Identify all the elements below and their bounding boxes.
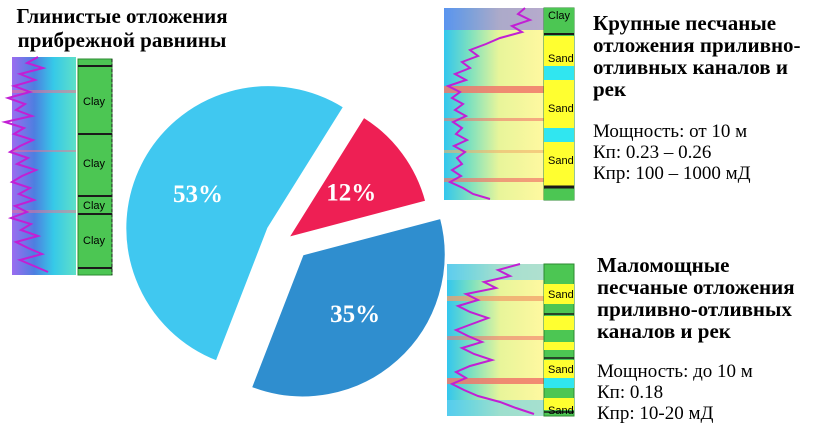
pie-slice-label: 53% (173, 181, 223, 208)
coarse-log-stripe (444, 118, 544, 121)
thin-log-curve (449, 263, 535, 415)
coarse-cyan-cell (544, 66, 574, 80)
lithology-label: Sand (548, 103, 574, 115)
coarse-sand-cell (544, 80, 574, 92)
thin-sand-cell (544, 342, 574, 350)
thin-sand-cell (544, 284, 574, 304)
coarse-porosity: Кп: 0.23 – 0.26 (593, 142, 712, 163)
coarse-sand-cell (544, 92, 574, 128)
thin-sand-facies-title: Маломощные песчаные отложения приливно-о… (597, 253, 795, 343)
thin-cyan-cell (544, 378, 574, 388)
lithology-label: Sand (548, 53, 574, 65)
thin-thickness: Мощность: до 10 м (597, 361, 753, 382)
pie-slice-label: 12% (326, 179, 376, 206)
coarse-log-stripe (444, 178, 544, 182)
coarse-log-fill (444, 8, 544, 200)
pie-slice (249, 216, 447, 399)
lithology-label: Sand (548, 364, 574, 376)
thin-log-stripe (447, 336, 544, 340)
thin-sand-cell (544, 316, 574, 330)
thin-sand-cell (544, 398, 574, 410)
thin-permeability: Кпр: 10-20 мД (597, 403, 714, 424)
clay-log-stripe (12, 90, 76, 93)
clay-facies-title: Глинистые отложения прибрежной равнины (16, 4, 228, 52)
lithology-label: Sand (548, 289, 574, 301)
coarse-sand-properties: Мощность: от 10 м Кп: 0.23 – 0.26 Кпр: 1… (593, 121, 751, 184)
thin-sand-well-log: Sand Sand Sand (447, 263, 575, 417)
lithology-label: Sand (548, 405, 574, 417)
thin-log-top-band (447, 264, 544, 280)
thin-log-stripe (447, 378, 544, 384)
clay-log-curve (1, 56, 49, 273)
clay-lithology-column (77, 58, 113, 276)
lithology-label: Clay (548, 10, 571, 22)
lithology-label: Clay (83, 235, 106, 247)
coarse-sand-facies-title: Крупные песчаные отложения приливно- отл… (593, 11, 801, 101)
coarse-clay-cell (544, 8, 574, 33)
lithology-label: Clay (83, 158, 106, 170)
pie-slice (285, 115, 428, 240)
thin-porosity: Кп: 0.18 (597, 382, 664, 403)
pie-slice (124, 84, 346, 363)
coarse-log-stripe (444, 150, 544, 153)
lithology-label: Sand (548, 155, 574, 167)
coarse-clay-cell (544, 189, 574, 200)
coarse-log-curve (445, 7, 533, 200)
clay-log-stripe (12, 210, 76, 213)
clay-well-log: Clay Clay Clay Clay (1, 56, 113, 276)
thin-sand-properties: Мощность: до 10 м Кп: 0.18 Кпр: 10-20 мД (597, 361, 753, 424)
coarse-sand-cell (544, 36, 574, 66)
lithology-label: Clay (83, 200, 106, 212)
thin-sand-cell (544, 360, 574, 378)
thin-log-bottom-band (447, 400, 544, 416)
clay-log-stripe (12, 150, 76, 152)
coarse-permeability: Кпр: 100 – 1000 мД (593, 163, 751, 184)
coarse-thickness: Мощность: от 10 м (593, 121, 748, 142)
pie-slice-label: 35% (330, 301, 380, 328)
lithology-label: Clay (83, 96, 106, 108)
coarse-sand-cell (544, 142, 574, 186)
coarse-cyan-cell (544, 128, 574, 142)
facies-pie-chart: 12% 35% 53% (124, 84, 447, 399)
coarse-sand-well-log: Clay Sand Sand Sand (444, 7, 575, 201)
coarse-log-stripe (444, 86, 544, 93)
thin-log-stripe (447, 296, 544, 301)
